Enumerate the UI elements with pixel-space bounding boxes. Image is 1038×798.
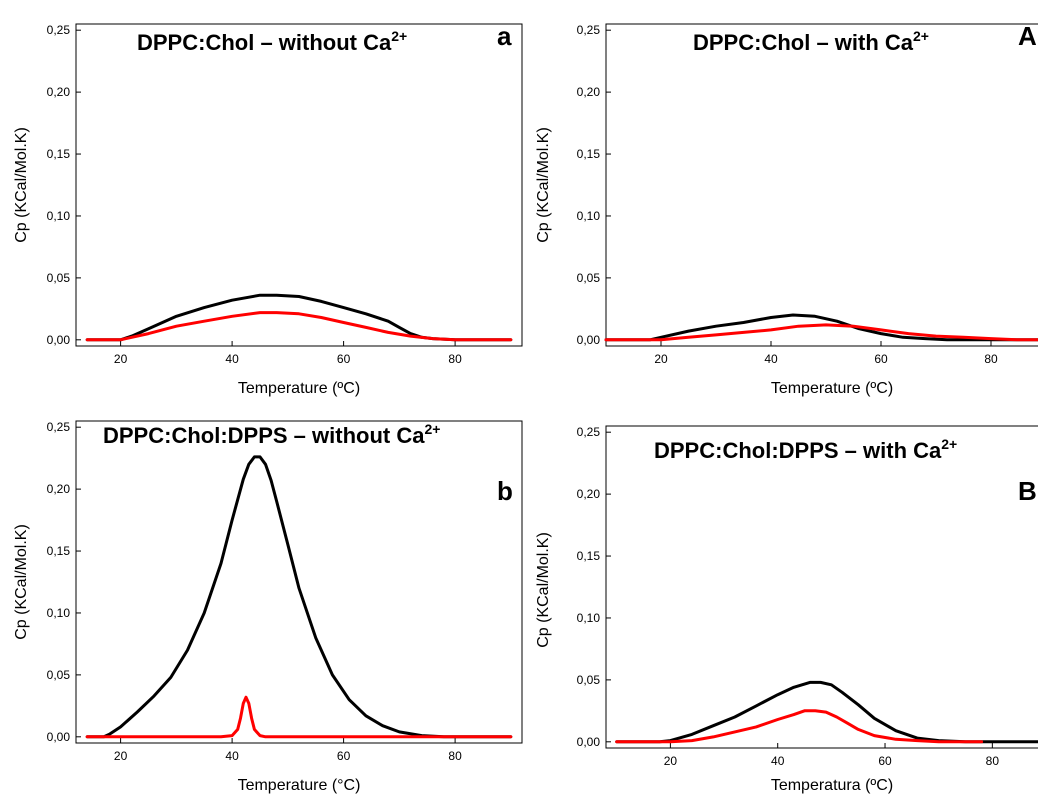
plot-frame	[605, 425, 1038, 749]
y-tick-label: 0,05	[577, 271, 601, 285]
y-tick-label: 0,25	[47, 23, 71, 37]
series-line-red	[615, 709, 984, 744]
panel-a: 0,00 0,05 0,10 0,15 0,20 0,25 20 40 60 80 DPPC:C…	[13, 21, 523, 397]
series-line-black	[604, 313, 1038, 342]
y-tick-label: 0,05	[47, 668, 71, 682]
x-tick-label: 60	[874, 352, 888, 366]
panel-title-superscript: 2+	[941, 436, 957, 452]
series-line-black	[85, 455, 513, 739]
x-tick-label: 40	[225, 352, 239, 366]
x-tick-label: 20	[114, 352, 128, 366]
series-group	[85, 293, 513, 342]
series-group	[85, 455, 513, 739]
y-tick-label: 0,15	[47, 544, 71, 558]
y-ticks: 0,00 0,05 0,10 0,15 0,20 0,25	[577, 425, 611, 749]
x-axis-label: Temperature (ºC)	[771, 380, 893, 397]
y-tick-label: 0,00	[577, 333, 601, 347]
y-tick-label: 0,20	[47, 85, 71, 99]
y-tick-label: 0,15	[577, 549, 601, 563]
series-group	[604, 313, 1038, 342]
x-tick-label: 40	[771, 754, 785, 768]
panel-title: DPPC:Chol:DPPS – without Ca2+	[103, 421, 440, 448]
panel-title: DPPC:Chol:DPPS – with Ca2+	[654, 436, 957, 463]
panel-b: 0,00 0,05 0,10 0,15 0,20 0,25 20 40 60 80 DPPC:C…	[13, 420, 523, 794]
x-tick-label: 80	[448, 749, 462, 763]
y-tick-label: 0,10	[577, 209, 601, 223]
panel-title-text: DPPC:Chol:DPPS – with Ca	[654, 438, 942, 463]
y-axis-label: Cp (KCal/Mol.K)	[535, 127, 552, 243]
panel-letter: b	[497, 476, 513, 506]
y-tick-label: 0,00	[47, 333, 71, 347]
panel-title-text: DPPC:Chol:DPPS – without Ca	[103, 423, 425, 448]
y-tick-label: 0,25	[47, 420, 71, 434]
x-tick-label: 40	[225, 749, 239, 763]
x-tick-label: 20	[114, 749, 128, 763]
y-axis-label: Cp (KCal/Mol.K)	[13, 127, 30, 243]
y-tick-label: 0,20	[577, 487, 601, 501]
x-tick-label: 60	[878, 754, 892, 768]
x-axis-label: Temperature (°C)	[238, 777, 361, 794]
series-line-black	[615, 680, 1038, 744]
y-tick-label: 0,00	[577, 735, 601, 749]
x-tick-label: 80	[984, 352, 998, 366]
panel-letter: B	[1018, 476, 1037, 506]
panel-title-text: DPPC:Chol – with Ca	[693, 30, 914, 55]
panel-title-superscript: 2+	[391, 28, 407, 44]
y-ticks: 0,00 0,05 0,10 0,15 0,20 0,25	[47, 420, 81, 744]
series-group	[615, 680, 1038, 744]
panel-A: 0,00 0,05 0,10 0,15 0,20 0,25 20 40 60 80 DPPC:C…	[535, 21, 1038, 397]
y-tick-label: 0,15	[47, 147, 71, 161]
x-tick-label: 80	[448, 352, 462, 366]
series-line-red	[85, 695, 513, 739]
y-tick-label: 0,15	[577, 147, 601, 161]
x-tick-label: 20	[664, 754, 678, 768]
x-tick-label: 60	[337, 352, 351, 366]
x-tick-label: 40	[764, 352, 778, 366]
plot-frame	[75, 23, 523, 347]
y-axis-label: Cp (KCal/Mol.K)	[535, 532, 552, 648]
x-ticks: 20 40 60 80	[114, 341, 462, 366]
x-ticks: 20 40 60 80	[654, 341, 998, 366]
x-tick-label: 80	[986, 754, 1000, 768]
panel-title-superscript: 2+	[913, 28, 929, 44]
x-ticks: 20 40 60 80	[664, 743, 1000, 768]
y-tick-label: 0,05	[47, 271, 71, 285]
x-axis-label: Temperature (ºC)	[238, 380, 360, 397]
plot-frame	[75, 420, 523, 744]
series-line-red	[85, 311, 513, 342]
y-ticks: 0,00 0,05 0,10 0,15 0,20 0,25	[577, 23, 611, 347]
y-tick-label: 0,10	[577, 611, 601, 625]
series-line-red	[604, 323, 1038, 342]
y-tick-label: 0,25	[577, 23, 601, 37]
x-axis-label: Temperatura (ºC)	[771, 777, 893, 794]
panel-letter: a	[497, 21, 512, 51]
panel-title-superscript: 2+	[424, 421, 440, 437]
panel-title-text: DPPC:Chol – without Ca	[137, 30, 392, 55]
panel-title: DPPC:Chol – with Ca2+	[693, 28, 929, 55]
y-tick-label: 0,00	[47, 730, 71, 744]
x-tick-label: 20	[654, 352, 668, 366]
y-tick-label: 0,20	[577, 85, 601, 99]
y-axis-label: Cp (KCal/Mol.K)	[13, 524, 30, 640]
y-tick-label: 0,20	[47, 482, 71, 496]
y-ticks: 0,00 0,05 0,10 0,15 0,20 0,25	[47, 23, 81, 347]
x-tick-label: 60	[337, 749, 351, 763]
y-tick-label: 0,25	[577, 425, 601, 439]
y-tick-label: 0,10	[47, 209, 71, 223]
panel-B: 0,00 0,05 0,10 0,15 0,20 0,25 20 40 60 80 DPPC:C…	[535, 425, 1038, 794]
y-tick-label: 0,05	[577, 673, 601, 687]
panel-title: DPPC:Chol – without Ca2+	[137, 28, 407, 55]
x-ticks: 20 40 60 80	[114, 738, 462, 763]
plot-frame	[605, 23, 1038, 347]
y-tick-label: 0,10	[47, 606, 71, 620]
panel-letter: A	[1018, 21, 1037, 51]
